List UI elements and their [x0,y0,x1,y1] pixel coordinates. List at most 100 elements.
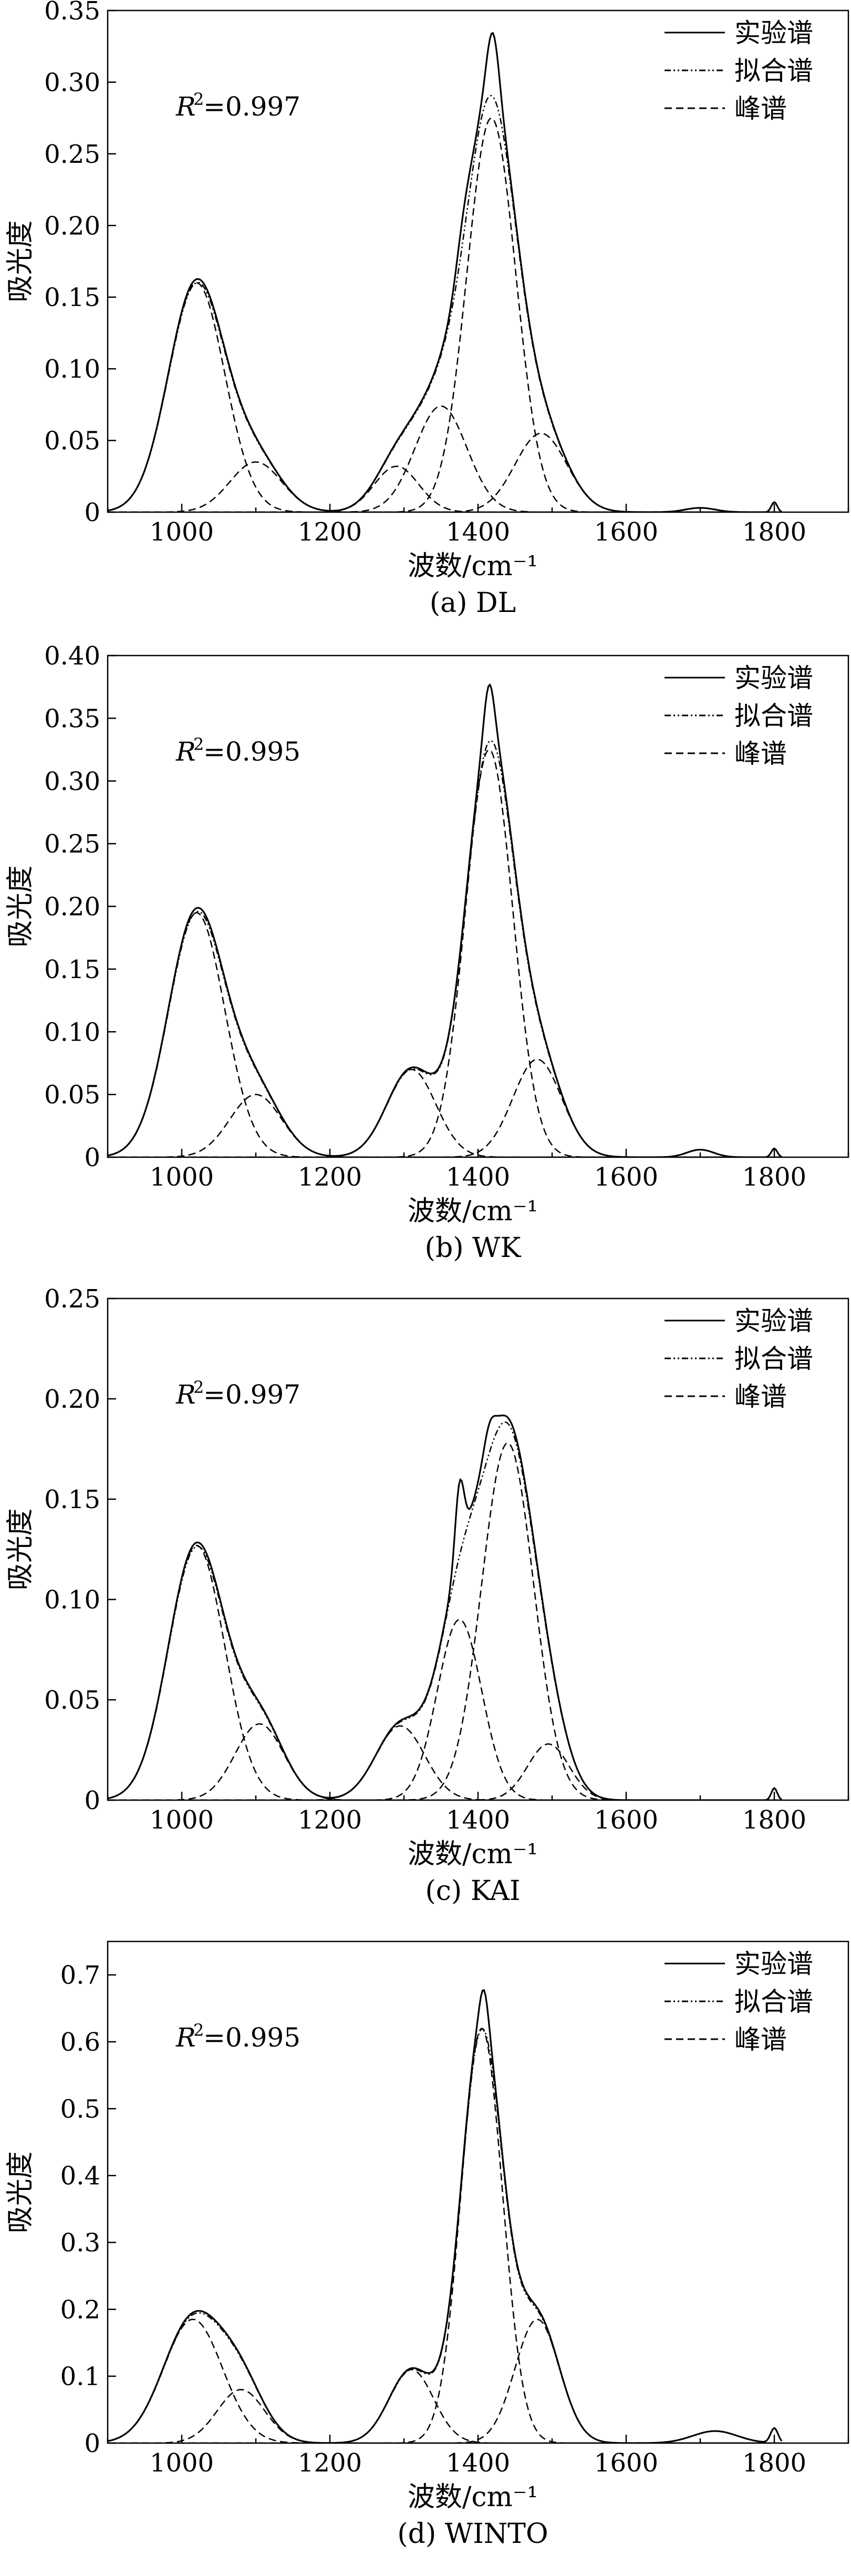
r2-symbol: R [175,2022,196,2053]
y-tick-label: 0.10 [44,1585,100,1615]
r-squared-annotation: R2=0.995 [175,2020,300,2053]
y-tick-label: 0.15 [44,1485,100,1514]
legend-label-2: 峰谱 [734,2024,787,2055]
x-tick-label: 1800 [742,1162,806,1192]
r2-symbol: R [175,91,196,122]
legend-label-1: 拟合谱 [734,56,813,86]
y-tick-label: 0.25 [44,1284,100,1314]
y-tick-label: 0 [84,1143,100,1172]
experimental-curve [108,32,782,512]
y-tick-label: 0.15 [44,955,100,984]
legend-label-0: 实验谱 [734,1949,813,1979]
x-tick-label: 1600 [594,1162,658,1192]
x-axis-label: 波数/cm⁻¹ [408,1838,538,1870]
peak-curve-1 [108,461,782,512]
x-tick-label: 1200 [298,517,362,547]
y-tick-label: 0.40 [44,641,100,671]
x-tick-label: 1400 [446,2448,510,2478]
r-squared-annotation: R2=0.997 [175,89,300,122]
experimental-curve [108,1989,783,2443]
y-tick-label: 0.25 [44,140,100,169]
y-axis-label: 吸光度 [5,865,36,947]
x-tick-label: 1200 [298,2448,362,2478]
legend-label-0: 实验谱 [734,663,813,693]
peak-curve-3 [108,1619,782,1800]
peak-curve-0 [108,1544,782,1800]
y-axis-label: 吸光度 [5,220,36,302]
peak-curve-3 [108,749,782,1157]
x-axis-label: 波数/cm⁻¹ [408,1196,538,1227]
legend-label-1: 拟合谱 [734,1344,813,1374]
peak-curve-1 [108,1094,782,1157]
x-tick-label: 1800 [742,1805,806,1835]
x-tick-label: 1600 [594,517,658,547]
r2-value: =0.995 [203,2022,300,2053]
legend-label-0: 实验谱 [734,1306,813,1336]
peak-curve-0 [108,282,782,512]
y-tick-label: 0.20 [44,211,100,241]
x-axis-label: 波数/cm⁻¹ [408,550,538,582]
experimental-curve [108,683,782,1157]
y-tick-label: 0 [84,1786,100,1815]
y-tick-label: 0.2 [60,2295,100,2324]
panel-caption: (c) KAI [425,1875,520,1907]
legend-label-1: 拟合谱 [734,1987,813,2017]
y-axis-label: 吸光度 [5,1508,36,1590]
legend-label-2: 峰谱 [734,739,787,769]
experimental-curve [108,1414,783,1800]
y-tick-label: 0.10 [44,355,100,384]
fitted-curve [108,740,782,1157]
y-tick-label: 0.3 [60,2228,100,2258]
y-tick-label: 0.10 [44,1017,100,1047]
r2-value: =0.997 [203,91,300,122]
y-tick-label: 0.30 [44,68,100,97]
x-tick-label: 1000 [150,1162,214,1192]
x-tick-label: 1200 [298,1162,362,1192]
panel-caption: (d) WINTO [397,2518,548,2550]
y-tick-label: 0.5 [60,2094,100,2124]
peak-curve-2 [108,2369,782,2443]
fitted-curve [108,1421,782,1800]
y-tick-label: 0.30 [44,767,100,796]
x-tick-label: 1000 [150,1805,214,1835]
x-tick-label: 1600 [594,1805,658,1835]
peak-curve-3 [108,405,782,512]
peak-curve-4 [108,1058,782,1157]
peak-curve-1 [108,2388,782,2443]
x-tick-label: 1400 [446,517,510,547]
panel-2: 0 0.05 0.10 0.15 0.20 0.25 1000 1200 1400 1600 180… [5,1284,849,1907]
peak-curve-2 [108,1068,782,1157]
y-tick-label: 0.25 [44,829,100,859]
y-tick-label: 0.35 [44,0,100,26]
peak-curve-5 [108,1743,782,1800]
legend-label-0: 实验谱 [734,18,813,48]
r2-symbol: R [175,1379,196,1410]
y-axis-label: 吸光度 [5,2151,36,2233]
y-tick-label: 0.05 [44,1686,100,1715]
r2-symbol: R [175,736,196,767]
fitted-curve [108,2028,782,2443]
y-tick-label: 0.15 [44,283,100,313]
y-tick-label: 0.20 [44,892,100,922]
panel-3: 0 0.1 0.2 0.3 0.4 0.5 0.6 0.7 1000 1200 1400 1600 18… [5,1940,849,2550]
peak-curve-2 [108,465,782,512]
peak-curve-5 [108,432,782,512]
r2-superscript: 2 [193,1377,204,1397]
panel-caption: (a) DL [430,587,516,619]
x-tick-label: 1000 [150,2448,214,2478]
y-tick-label: 0.20 [44,1385,100,1414]
x-tick-label: 1400 [446,1805,510,1835]
r2-value: =0.997 [203,1379,300,1410]
r2-superscript: 2 [193,2020,204,2040]
r-squared-annotation: R2=0.997 [175,1377,300,1410]
x-tick-label: 1800 [742,517,806,547]
panel-1: 0 0.05 0.10 0.15 0.20 0.25 0.30 0.35 0.40 1000 120… [5,641,849,1264]
x-tick-label: 1600 [594,2448,658,2478]
y-tick-label: 0 [84,2429,100,2458]
r2-superscript: 2 [193,89,204,109]
